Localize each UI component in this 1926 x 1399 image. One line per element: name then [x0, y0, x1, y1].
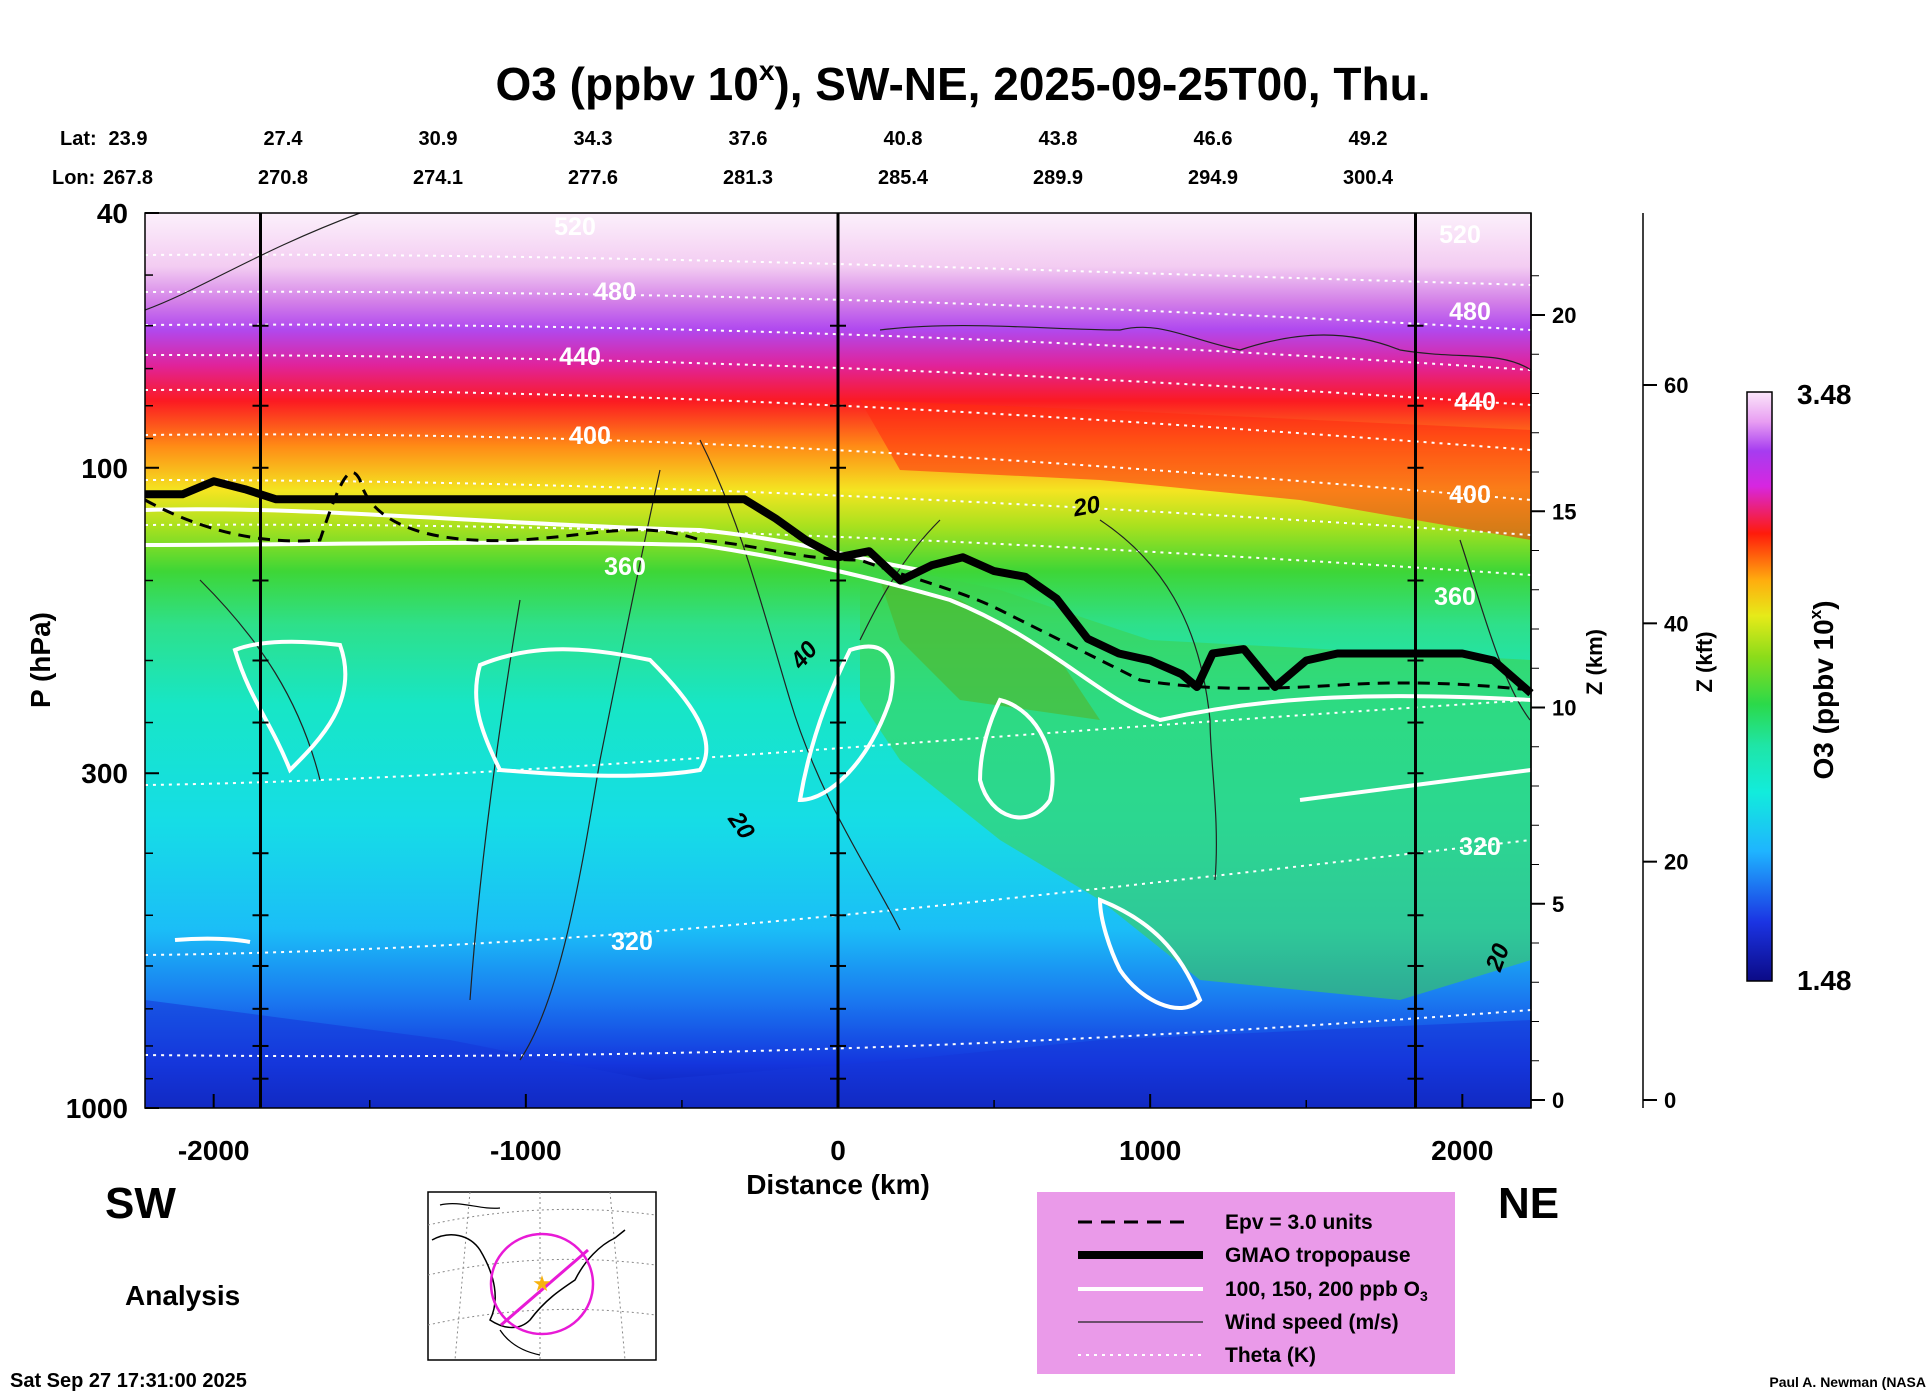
theta-label: 320 — [611, 928, 653, 956]
z-km-tick-label: 5 — [1552, 892, 1564, 917]
z-kft-tick-label: 20 — [1664, 850, 1688, 875]
lon-values: 267.8 270.8 274.1 277.6 281.3 285.4 289.9 294.9… — [103, 167, 1394, 189]
lon-value: 274.1 — [413, 167, 463, 189]
x-axis-label: Distance (km) — [746, 1169, 930, 1200]
lat-value: 30.9 — [419, 128, 458, 150]
lon-value: 294.9 — [1188, 167, 1238, 189]
lon-value: 289.9 — [1033, 167, 1083, 189]
theta-label: 360 — [604, 553, 646, 581]
y-axis-label: P (hPa) — [25, 612, 56, 708]
legend-epv-label: Epv = 3.0 units — [1225, 1211, 1373, 1234]
lat-value: 40.8 — [884, 128, 923, 150]
z-km-tick-label: 15 — [1552, 499, 1576, 524]
theta-label: 400 — [569, 422, 611, 450]
sw-label: SW — [105, 1179, 176, 1228]
theta-label: 480 — [1449, 298, 1491, 326]
ne-label: NE — [1498, 1179, 1559, 1228]
map-transect-line — [500, 1248, 589, 1327]
y-tick-label: 40 — [97, 198, 128, 229]
legend: Epv = 3.0 units GMAO tropopause 100, 150… — [1037, 1192, 1455, 1374]
credit: Paul A. Newman (NASA — [1769, 1374, 1926, 1390]
lon-label: Lon: — [52, 167, 95, 189]
colorbar-min-label: 1.48 — [1797, 965, 1852, 996]
theta-label: 400 — [1449, 481, 1491, 509]
inset-map: ★ — [427, 1191, 657, 1361]
lon-value: 300.4 — [1343, 167, 1394, 189]
theta-label: 480 — [594, 278, 636, 306]
y-tick-label: 100 — [81, 453, 128, 484]
colorbar-title: O3 (ppbv 10x) — [1806, 600, 1839, 779]
z-km-axis-label: Z (km) — [1582, 629, 1607, 695]
epv-line — [145, 471, 1531, 692]
lat-value: 46.6 — [1194, 128, 1233, 150]
ozone-dark-green-region — [880, 580, 1100, 720]
lat-label: Lat: — [60, 128, 97, 150]
theta-label: 360 — [1434, 583, 1476, 611]
x-tick-label: 1000 — [1119, 1135, 1181, 1166]
x-tick-label: -1000 — [490, 1135, 562, 1166]
colorbar-max-label: 3.48 — [1797, 379, 1852, 410]
colorbar — [1746, 391, 1773, 982]
lat-value: 27.4 — [264, 128, 304, 150]
legend-wind-label: Wind speed (m/s) — [1225, 1311, 1399, 1334]
lon-value: 267.8 — [103, 167, 153, 189]
legend-theta-label: Theta (K) — [1225, 1344, 1316, 1367]
y-axis: 40 100 300 1000 — [66, 198, 159, 1124]
y-tick-label: 300 — [81, 758, 128, 789]
analysis-label: Analysis — [125, 1280, 240, 1311]
theta-label: 320 — [1459, 833, 1501, 861]
theta-labels: 520 480 440 400 360 320 520 480 440 400 360 320 — [554, 213, 1501, 956]
lat-value: 34.3 — [574, 128, 613, 150]
theta-label: 520 — [554, 213, 596, 241]
z-km-axis: 0 5 10 15 20 — [1530, 213, 1576, 1113]
lat-value: 37.6 — [729, 128, 768, 150]
vertical-reference-lines — [252, 213, 1424, 1108]
z-km-tick-label: 0 — [1552, 1088, 1564, 1113]
wind-contours — [145, 213, 1531, 1061]
z-kft-axis: 0 20 40 60 — [1642, 213, 1688, 1113]
chart-title: O3 (ppbv 10x), SW-NE, 2025-09-25T00, Thu… — [496, 55, 1431, 110]
theta-contours — [145, 253, 1531, 1058]
lon-value: 285.4 — [878, 167, 929, 189]
z-kft-tick-label: 0 — [1664, 1088, 1676, 1113]
map-center-star-icon: ★ — [532, 1271, 552, 1296]
map-range-circle — [489, 1232, 595, 1336]
z-km-tick-label: 10 — [1552, 696, 1576, 721]
x-axis: -2000 -1000 0 1000 2000 — [178, 1094, 1493, 1166]
ozone-red-region — [860, 400, 1531, 540]
x-tick-label: -2000 — [178, 1135, 250, 1166]
z-kft-axis-label: Z (kft) — [1692, 631, 1717, 692]
z-km-tick-label: 20 — [1552, 303, 1576, 328]
lon-value: 270.8 — [258, 167, 308, 189]
theta-label: 440 — [1454, 388, 1496, 416]
theta-label: 520 — [1439, 221, 1481, 249]
legend-tropopause-label: GMAO tropopause — [1225, 1244, 1411, 1267]
ozone-blue-region — [145, 1000, 1531, 1108]
legend-o3-label: 100, 150, 200 ppb O3 — [1225, 1278, 1428, 1304]
wind-label: 20 — [1070, 491, 1103, 523]
lon-value: 281.3 — [723, 167, 773, 189]
timestamp: Sat Sep 27 17:31:00 2025 — [10, 1370, 247, 1392]
x-tick-label: 0 — [830, 1135, 846, 1166]
lat-value: 49.2 — [1349, 128, 1388, 150]
lon-value: 277.6 — [568, 167, 618, 189]
lat-value: 23.9 — [109, 128, 148, 150]
z-kft-tick-label: 40 — [1664, 611, 1688, 636]
z-kft-tick-label: 60 — [1664, 373, 1688, 398]
y-tick-label: 1000 — [66, 1093, 128, 1124]
x-tick-label: 2000 — [1431, 1135, 1493, 1166]
theta-label: 440 — [559, 343, 601, 371]
lat-value: 43.8 — [1039, 128, 1078, 150]
lat-values: 23.9 27.4 30.9 34.3 37.6 40.8 43.8 46.6 49.2 — [109, 128, 1388, 150]
tropopause-line — [145, 477, 1534, 697]
